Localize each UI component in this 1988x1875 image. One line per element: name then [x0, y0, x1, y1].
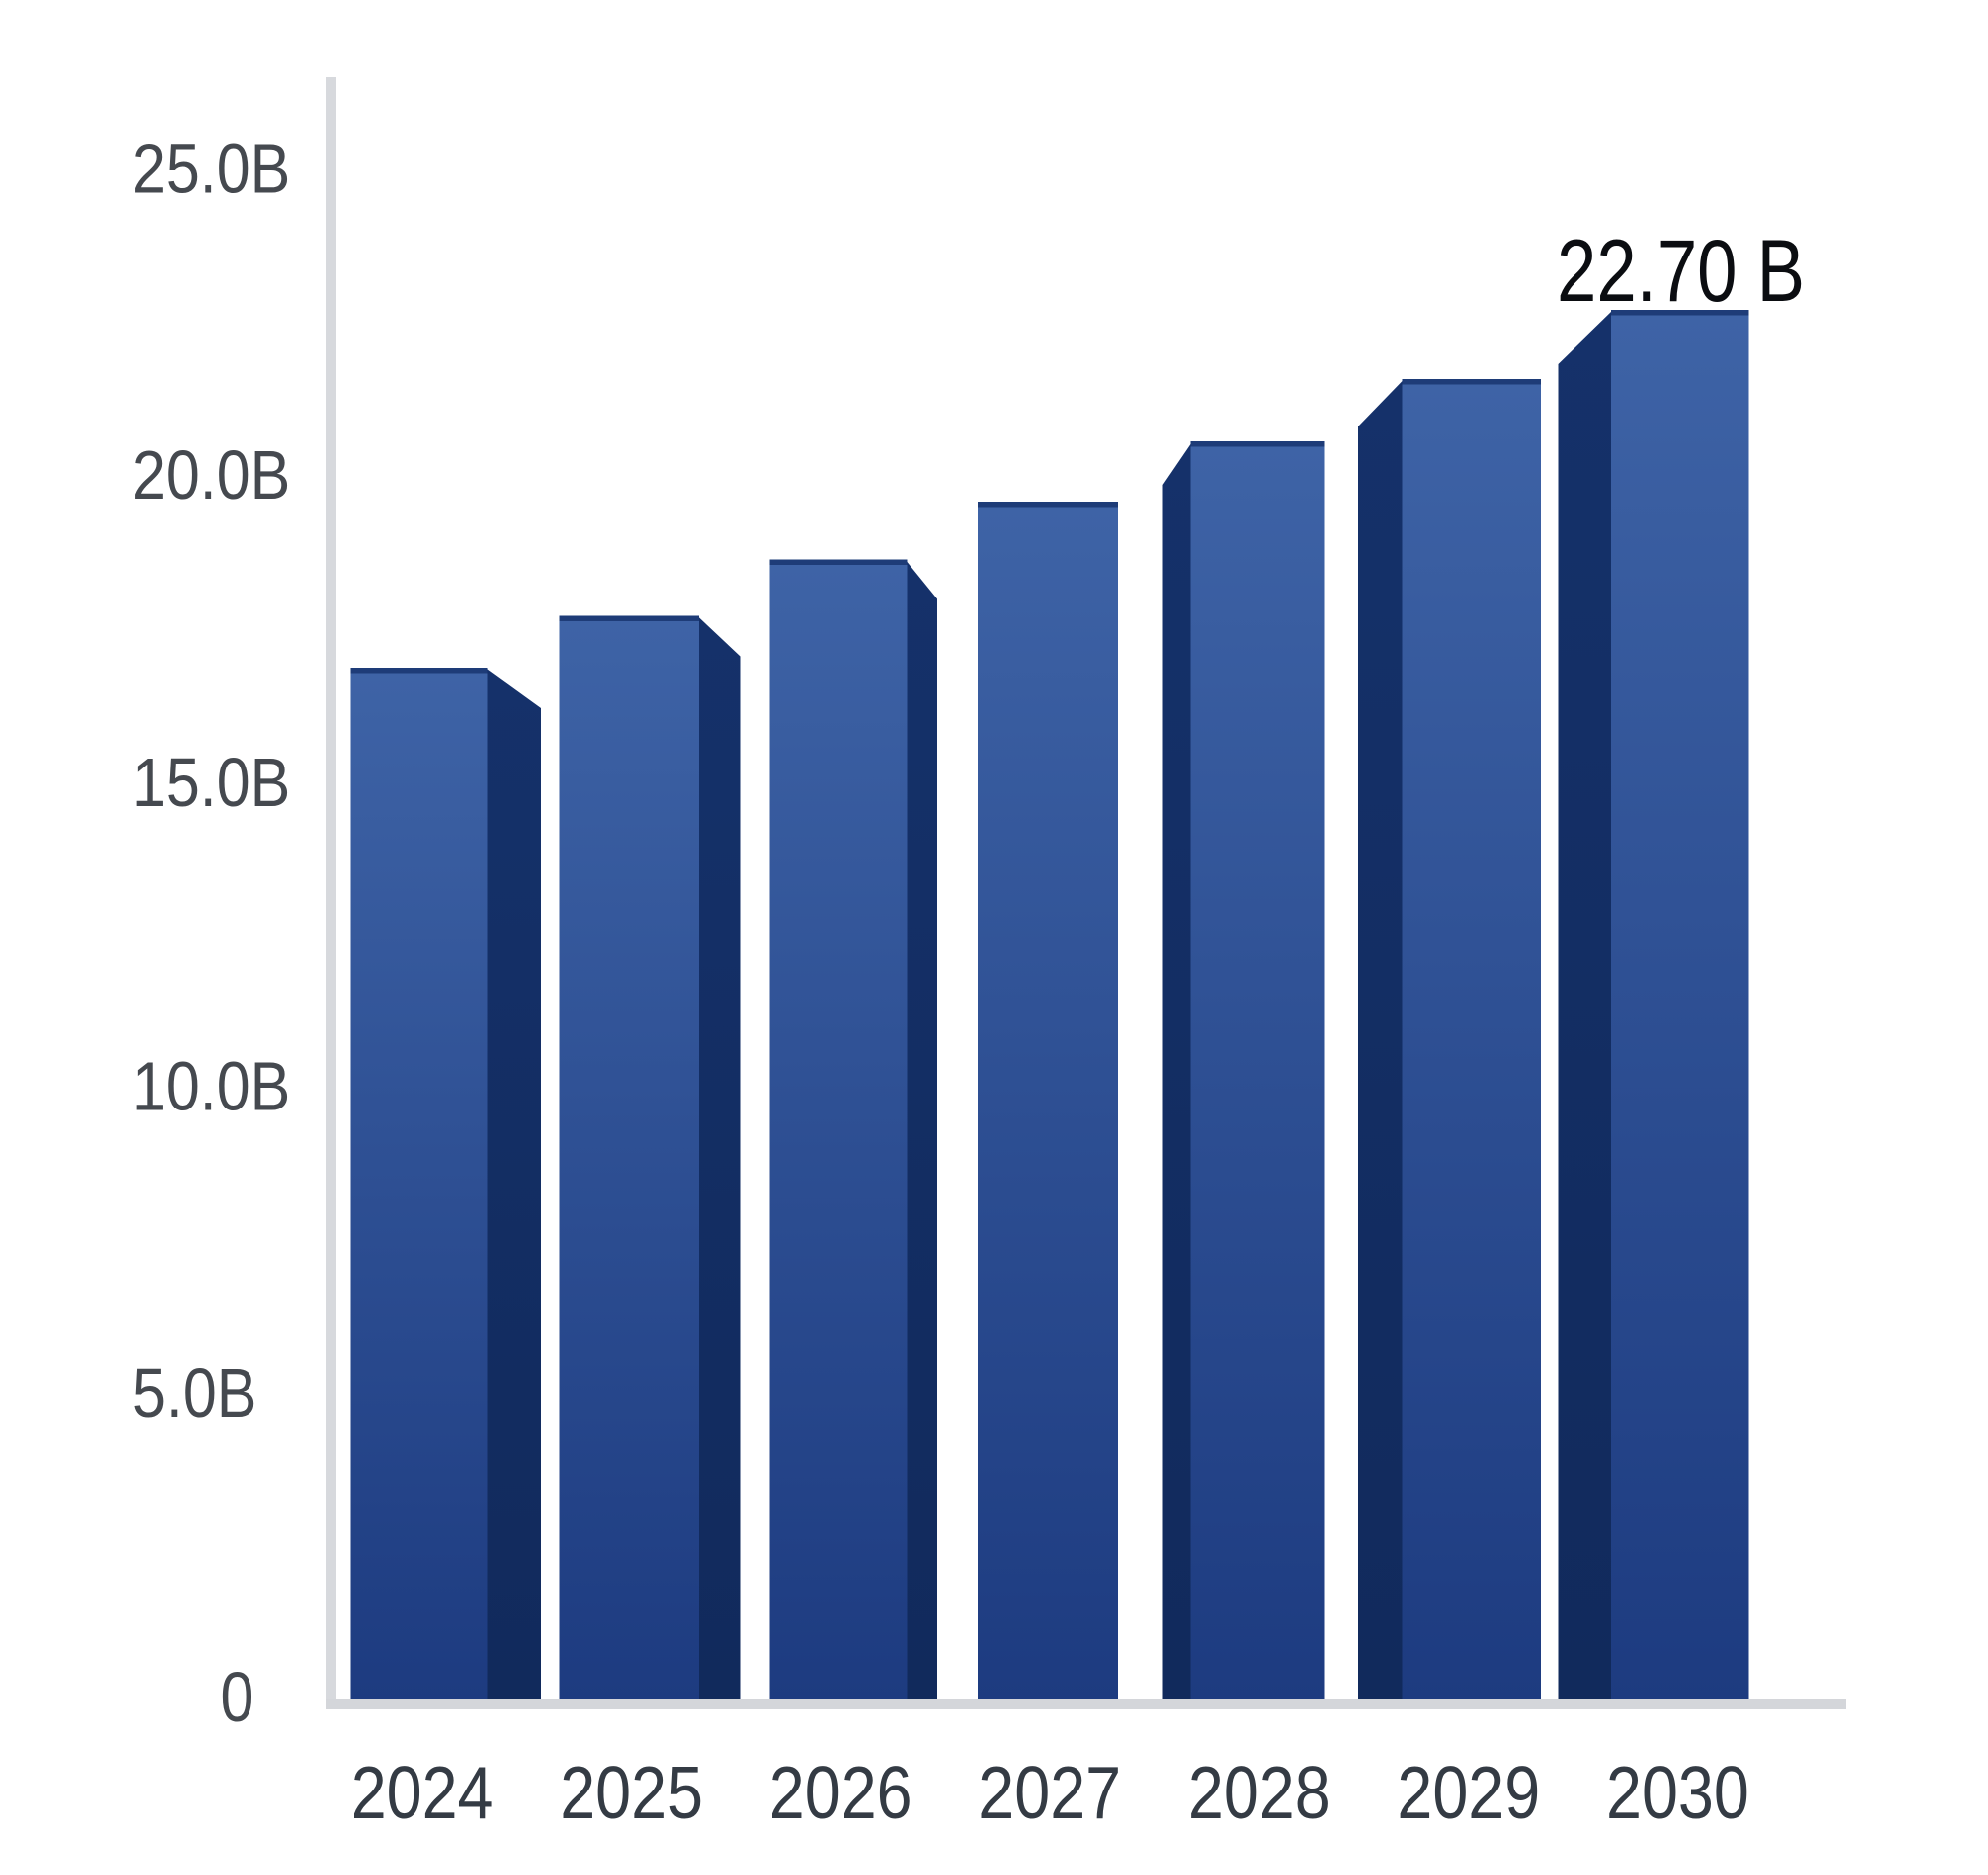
svg-text:5.0B: 5.0B	[132, 1354, 256, 1432]
svg-text:2028: 2028	[1188, 1752, 1331, 1835]
svg-text:22.70 B: 22.70 B	[1557, 223, 1805, 321]
svg-text:20.0B: 20.0B	[132, 436, 290, 514]
svg-text:25.0B: 25.0B	[132, 130, 290, 208]
svg-text:2025: 2025	[560, 1752, 703, 1835]
svg-text:2024: 2024	[351, 1752, 494, 1835]
svg-text:2029: 2029	[1397, 1752, 1540, 1835]
svg-text:10.0B: 10.0B	[132, 1048, 290, 1125]
svg-text:0: 0	[221, 1658, 254, 1736]
svg-text:2030: 2030	[1606, 1752, 1749, 1835]
svg-text:15.0B: 15.0B	[132, 744, 290, 821]
svg-text:2027: 2027	[978, 1752, 1121, 1835]
svg-text:2026: 2026	[769, 1752, 912, 1835]
